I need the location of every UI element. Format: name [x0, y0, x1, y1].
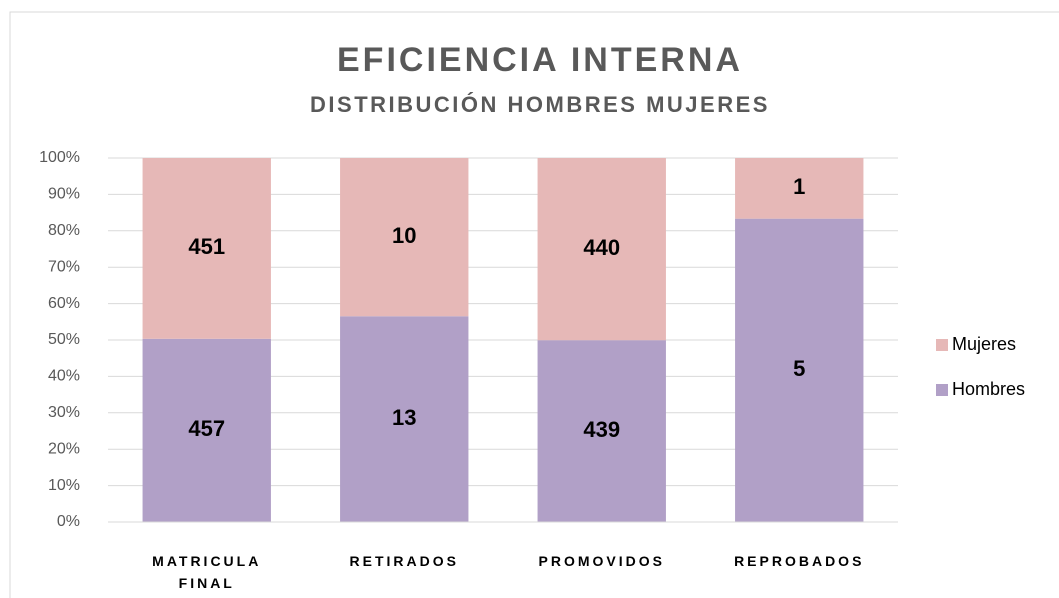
x-tick-label: RETIRADOS [349, 553, 459, 569]
chart-title: EFICIENCIA INTERNA [337, 41, 743, 79]
data-label: 10 [392, 223, 416, 248]
bar-segment [537, 158, 666, 341]
bar-segment [340, 316, 469, 522]
data-label: 1 [793, 174, 805, 199]
data-label: 440 [583, 235, 620, 260]
y-tick-label: 80% [48, 222, 80, 239]
x-tick-label: MATRICULA FINAL [152, 553, 262, 591]
y-tick-label: 100% [39, 149, 80, 166]
legend-label: Mujeres [952, 334, 1016, 354]
legend-label: Hombres [952, 379, 1025, 399]
y-tick-label: 30% [48, 404, 80, 421]
y-tick-label: 20% [48, 440, 80, 457]
bar-segment [537, 340, 666, 522]
bar-segment [735, 218, 864, 522]
bar-segment [735, 158, 864, 219]
data-label: 457 [188, 416, 225, 441]
y-tick-label: 40% [48, 368, 80, 385]
x-tick-label: REPROBADOS [734, 553, 865, 569]
legend-swatch [936, 339, 948, 351]
bar-segment [142, 158, 271, 339]
y-tick-label: 50% [48, 331, 80, 348]
data-label: 5 [793, 356, 805, 381]
y-tick-label: 60% [48, 295, 80, 312]
bar-segment [340, 158, 469, 317]
bar-segment [142, 338, 271, 522]
y-tick-label: 70% [48, 258, 80, 275]
y-tick-label: 10% [48, 477, 80, 494]
data-label: 439 [583, 417, 620, 442]
chart-subtitle: DISTRIBUCIÓN HOMBRES MUJERES [310, 92, 770, 117]
y-tick-label: 90% [48, 186, 80, 203]
x-tick-label: PROMOVIDOS [538, 553, 665, 569]
chart-border [9, 11, 1059, 598]
data-label: 451 [188, 234, 225, 259]
data-label: 13 [392, 405, 416, 430]
y-tick-label: 0% [57, 513, 80, 530]
legend-swatch [936, 384, 948, 396]
